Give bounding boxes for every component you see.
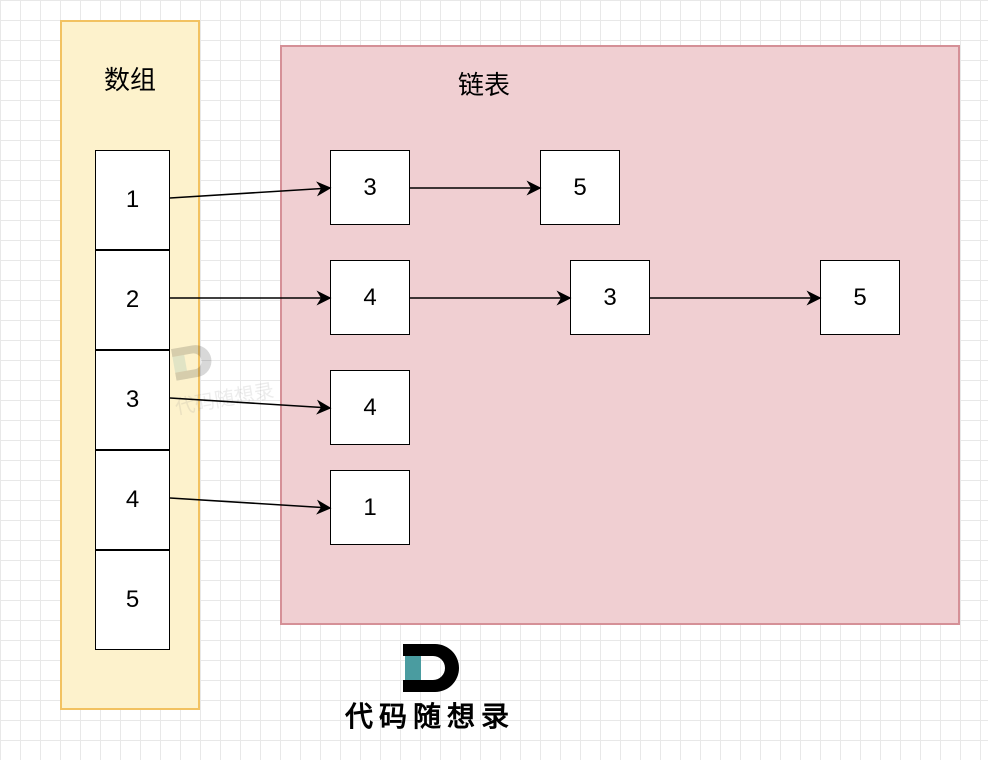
- array-cell: 5: [95, 550, 170, 650]
- list-node: 1: [330, 470, 410, 545]
- list-node: 5: [540, 150, 620, 225]
- array-cell: 2: [95, 250, 170, 350]
- list-node: 3: [570, 260, 650, 335]
- array-cell: 4: [95, 450, 170, 550]
- list-node: 4: [330, 370, 410, 445]
- array-panel-title: 数组: [60, 60, 200, 100]
- linked-list-panel-title: 链表: [280, 65, 688, 105]
- brand-logo-icon: [395, 640, 465, 695]
- list-node: 4: [330, 260, 410, 335]
- list-node: 3: [330, 150, 410, 225]
- list-node: 5: [820, 260, 900, 335]
- array-cell: 1: [95, 150, 170, 250]
- brand-logo-text: 代码随想录: [345, 695, 515, 735]
- brand-logo: 代码随想录: [280, 640, 580, 750]
- array-cell: 3: [95, 350, 170, 450]
- diagram-canvas: 数组12345链表代码随想录3543541代码随想录: [0, 0, 988, 760]
